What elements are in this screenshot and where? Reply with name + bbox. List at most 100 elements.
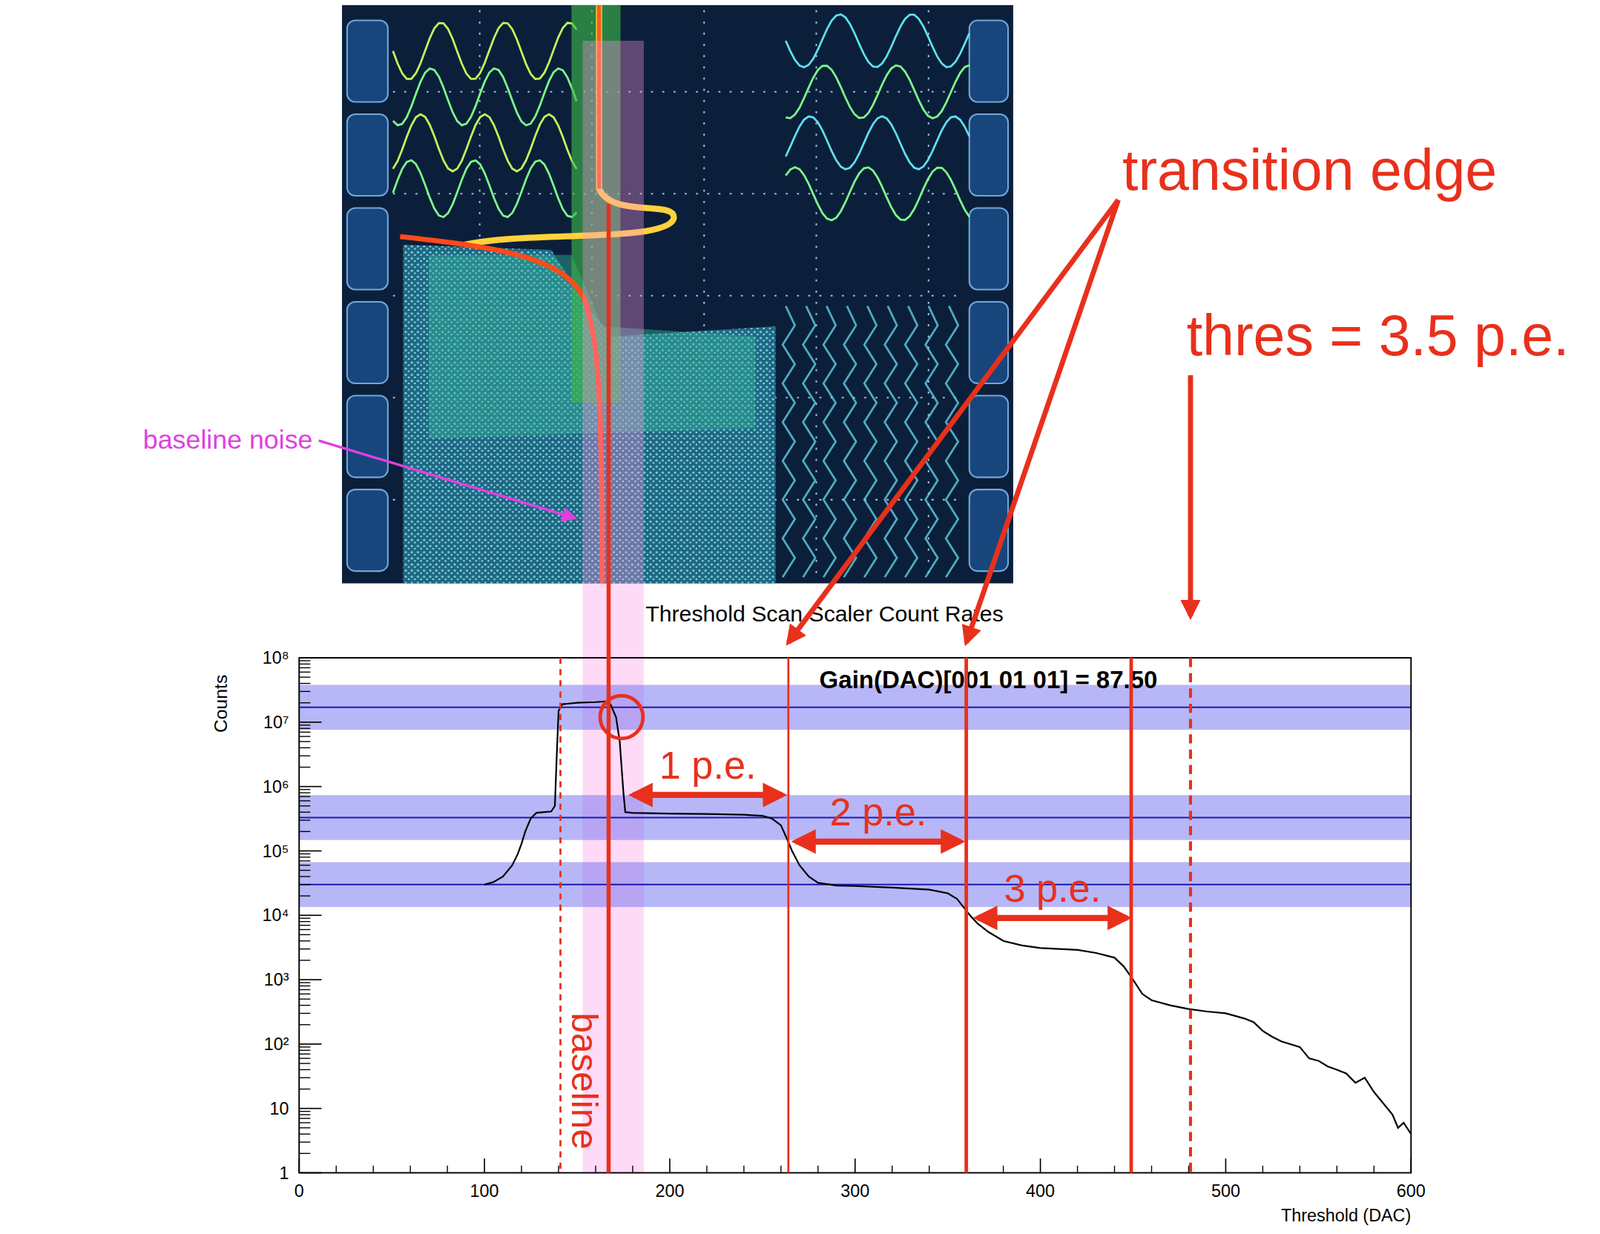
- y-tick: [298, 721, 322, 724]
- data-group: [484, 701, 1411, 1135]
- edge-line: [964, 657, 969, 1173]
- scope-screen: [341, 5, 1014, 584]
- x-tick: [669, 1158, 671, 1173]
- baseline-noise-arrow: [318, 440, 575, 519]
- y-axis-title: Counts: [210, 675, 231, 733]
- y-minor-tick: [298, 924, 311, 926]
- scope-side-panel: [347, 396, 388, 478]
- axes: 010020030040050060011010²10³10⁴10⁵10⁶10⁷…: [210, 648, 1426, 1226]
- x-minor-tick: [631, 1166, 633, 1174]
- baseline-line: [606, 203, 612, 1173]
- y-tick: [298, 979, 322, 981]
- plot-frame: [298, 657, 1411, 1173]
- edge-line: [787, 657, 790, 1173]
- y-minor-tick: [298, 805, 311, 807]
- y-minor-tick: [298, 856, 311, 858]
- scope-trace: [782, 306, 796, 578]
- threshold-line: [1189, 657, 1193, 1173]
- x-minor-tick: [373, 1166, 374, 1174]
- y-minor-tick: [298, 811, 311, 813]
- y-minor-tick: [298, 1134, 311, 1135]
- y-minor-tick: [298, 982, 311, 983]
- x-minor-tick: [520, 1166, 522, 1174]
- scope-grid: [815, 10, 817, 582]
- transition-edge-arrow: [966, 200, 1119, 644]
- y-minor-tick: [298, 876, 311, 877]
- y-minor-tick: [298, 934, 311, 936]
- x-minor-tick: [706, 1166, 707, 1174]
- scope-trace: [823, 306, 836, 578]
- y-tick-label: 10³: [264, 970, 290, 990]
- y-minor-tick: [298, 1024, 311, 1026]
- y-tick: [298, 1043, 322, 1046]
- y-minor-tick: [298, 1077, 311, 1079]
- pe-arrow: [977, 915, 1127, 922]
- pe-arrow: [795, 838, 960, 845]
- y-minor-tick: [298, 1054, 311, 1055]
- x-minor-tick: [1299, 1166, 1301, 1174]
- y-minor-tick: [298, 741, 311, 742]
- x-minor-tick: [928, 1166, 930, 1174]
- scope-trace: [803, 306, 816, 578]
- y-minor-tick: [298, 683, 311, 684]
- figure: Threshold Scan Scaler Count Rates0100200…: [0, 0, 1600, 1234]
- x-minor-tick: [336, 1166, 337, 1174]
- y-minor-tick: [298, 929, 311, 931]
- dashed-line: [559, 657, 562, 1173]
- scope-side-panel: [969, 114, 1009, 196]
- y-minor-tick: [298, 985, 311, 987]
- scope-trace: [393, 160, 578, 218]
- x-tick: [1225, 1158, 1227, 1173]
- y-minor-tick: [298, 1127, 311, 1129]
- x-minor-tick: [1077, 1166, 1078, 1174]
- y-tick-label: 10⁴: [261, 905, 289, 925]
- y-tick: [298, 1108, 322, 1110]
- y-minor-tick: [298, 1114, 311, 1115]
- scope-side-panel: [347, 208, 388, 291]
- x-minor-tick: [1002, 1166, 1004, 1174]
- y-minor-tick: [298, 795, 311, 797]
- y-tick-label: 10⁷: [263, 712, 289, 733]
- scope-trace: [393, 68, 578, 126]
- y-minor-tick: [298, 884, 311, 885]
- baseline-label: baseline: [564, 1013, 606, 1150]
- scope-trace: [884, 306, 898, 578]
- x-minor-tick: [557, 1166, 559, 1174]
- scope-side-panel: [969, 396, 1009, 478]
- y-tick-label: 1: [279, 1163, 290, 1184]
- x-minor-tick: [409, 1166, 411, 1174]
- x-minor-tick: [1114, 1166, 1115, 1174]
- y-tick-label: 10⁵: [262, 841, 290, 862]
- y-minor-tick: [298, 789, 311, 790]
- scope-grid: [393, 192, 965, 195]
- y-minor-tick: [298, 1013, 311, 1015]
- scope-trace: [945, 306, 959, 578]
- oscilloscope-photo: [341, 5, 1014, 584]
- highlight-circle: [600, 695, 644, 739]
- y-minor-tick: [298, 766, 311, 768]
- x-minor-tick: [594, 1166, 596, 1174]
- y-tick: [298, 850, 322, 853]
- scope-trace: [904, 306, 918, 578]
- level-band: [298, 862, 1411, 908]
- y-minor-tick: [298, 732, 311, 733]
- scope-trace: [785, 167, 970, 222]
- y-minor-tick: [298, 660, 311, 661]
- y-tick-label: 10⁶: [262, 777, 290, 797]
- level-line: [298, 884, 1411, 886]
- x-tick-label: 0: [294, 1181, 305, 1201]
- gain-label: Gain(DAC)[001 01 01] = 87.50: [819, 666, 1158, 694]
- threshold-label: thres = 3.5 p.e.: [1186, 303, 1570, 368]
- scope-side-panel: [347, 301, 388, 384]
- y-tick-label: 10: [270, 1099, 290, 1119]
- y-minor-tick: [298, 1069, 311, 1071]
- y-minor-tick: [298, 1117, 311, 1119]
- chart-title: Threshold Scan Scaler Count Rates: [645, 601, 1004, 627]
- y-minor-tick: [298, 864, 311, 866]
- y-minor-tick: [298, 1062, 311, 1064]
- x-tick: [1039, 1158, 1042, 1173]
- y-minor-tick: [298, 921, 311, 923]
- y-minor-tick: [298, 755, 311, 757]
- y-minor-tick: [298, 702, 311, 704]
- pe-arrow: [632, 792, 782, 799]
